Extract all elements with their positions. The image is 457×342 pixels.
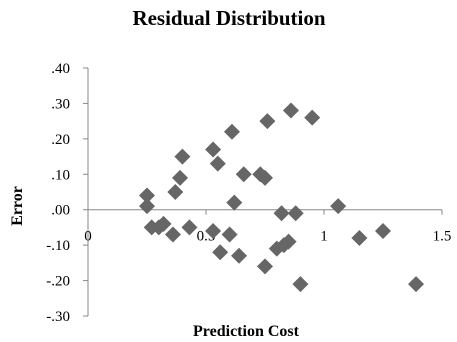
y-tick-label: -.30 [46, 309, 70, 325]
data-point [164, 226, 181, 243]
data-point [280, 233, 297, 250]
data-point [375, 222, 391, 239]
data-point [181, 219, 198, 236]
y-tick-label: .20 [51, 132, 70, 148]
x-tick-label: 0 [84, 229, 92, 245]
data-point [155, 215, 172, 232]
data-point [292, 276, 309, 293]
y-tick-label: .30 [51, 96, 70, 112]
data-point [205, 222, 222, 239]
data-point [167, 184, 184, 200]
data-point [221, 226, 238, 243]
x-tick-label: 1 [320, 229, 328, 245]
data-point [139, 187, 155, 204]
data-point [257, 258, 273, 275]
x-axis-title: Prediction Cost [193, 323, 300, 340]
data-point [259, 113, 276, 130]
data-point [226, 194, 243, 211]
data-points [139, 102, 425, 293]
data-point [235, 166, 252, 183]
data-point [205, 141, 222, 158]
data-point [273, 205, 290, 222]
y-tick-label: -.10 [46, 238, 70, 254]
data-point [304, 109, 321, 126]
data-point [282, 102, 299, 119]
data-point [257, 169, 273, 186]
data-point [408, 276, 425, 293]
axes [83, 67, 443, 317]
data-point [209, 155, 226, 172]
data-point [212, 244, 229, 261]
data-point [330, 198, 347, 215]
x-tick-label: 1.5 [433, 229, 452, 245]
data-point [174, 148, 191, 165]
data-point [172, 169, 189, 186]
data-point [223, 123, 240, 140]
tick-labels: .40.30.20.10.00-.10-.20-.300 0.5 1 1.5 [46, 61, 451, 325]
data-point [139, 198, 155, 215]
y-tick-label: -.20 [46, 274, 70, 290]
y-tick-label: .10 [51, 167, 70, 183]
data-point [287, 205, 304, 222]
y-axis-title: Error [9, 186, 26, 226]
data-point [351, 230, 368, 247]
data-point [231, 247, 248, 264]
y-tick-label: .00 [51, 203, 70, 219]
chart-title: Residual Distribution [132, 6, 325, 30]
y-tick-label: .40 [51, 61, 70, 77]
